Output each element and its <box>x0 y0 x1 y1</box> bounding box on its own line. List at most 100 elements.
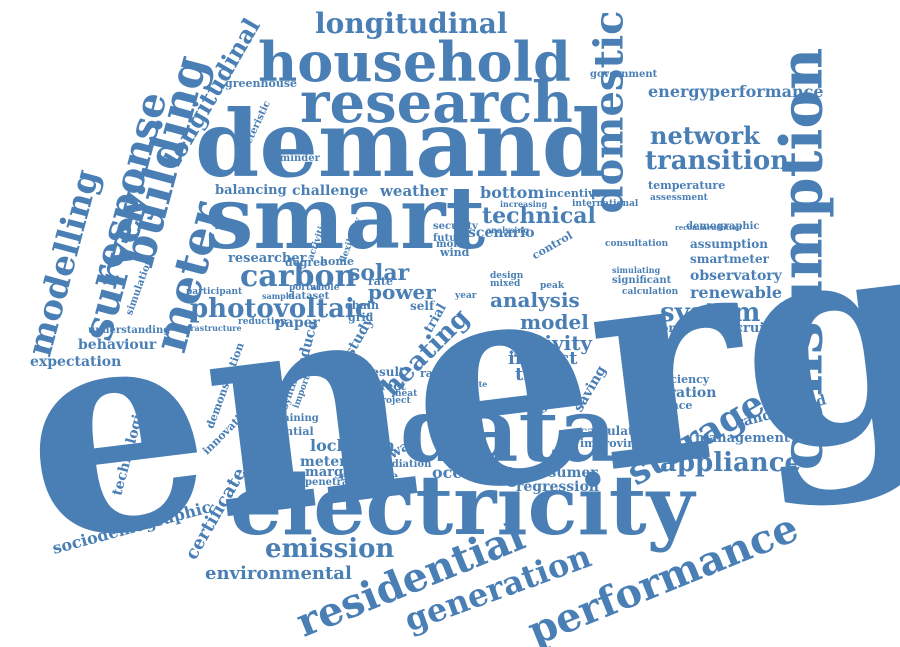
word-research: research <box>300 70 573 136</box>
word-home: home <box>320 255 354 268</box>
word-kingdom: kingdom <box>622 321 682 335</box>
word-self: self <box>410 299 435 313</box>
word-incentive: incentive <box>545 187 602 200</box>
word-project: project <box>375 396 411 406</box>
word-paper: paper <box>275 315 320 331</box>
word-increasing: increasing <box>500 199 548 209</box>
word-smart: smart <box>205 168 486 269</box>
word-infrastructure: infrastructure <box>178 323 242 333</box>
word-effect: effect <box>368 379 406 393</box>
word-chain: chain <box>345 299 379 312</box>
word-understanding: understanding <box>88 325 171 336</box>
word-impact: time <box>515 364 561 385</box>
word-international: international <box>572 199 639 209</box>
word-rate: rate <box>368 275 394 288</box>
word-design: design <box>490 271 524 281</box>
word-portal: portal <box>289 283 320 293</box>
word-domestic: domestic <box>585 10 633 214</box>
word-weather: weather <box>380 182 448 200</box>
word-demographic: demographic <box>686 221 760 232</box>
word-analysing: analysing <box>486 225 529 235</box>
word-participant: participant <box>186 287 243 297</box>
word-heat: heat <box>395 389 418 399</box>
word-potential: potential <box>258 425 314 438</box>
word-system: photovoltaic <box>190 294 371 324</box>
word-environmental: environmental <box>205 563 352 584</box>
word-year: year <box>455 291 477 301</box>
word-observatory: observatory <box>690 268 782 284</box>
word-technical: transition <box>645 146 790 176</box>
word-recommendation: recommendation <box>675 223 742 232</box>
word-renewable: renewable <box>690 283 783 302</box>
word-consultation: consultation <box>605 239 669 249</box>
word-lockdown: lockdown <box>310 436 395 455</box>
word-degree: degree <box>285 256 328 269</box>
word-marginal: marginal <box>305 465 371 480</box>
word-occupant: occupant <box>432 463 515 482</box>
word-security: security <box>433 221 478 232</box>
word-result: result <box>365 365 405 379</box>
word-smartmeter: smartmeter <box>690 252 769 266</box>
word-rating: rating <box>420 367 458 380</box>
word-balancing: balancing <box>215 183 287 198</box>
word-penetration: penetration <box>305 477 371 488</box>
word-network: system <box>660 298 761 328</box>
word-regression: regression <box>516 479 599 495</box>
word-integration: integration <box>628 385 717 401</box>
word-reminder: reminder <box>268 153 320 164</box>
word-prosumer: prosumer <box>522 465 598 481</box>
word-greater: greater <box>432 385 474 396</box>
word-climate: climate <box>454 379 488 389</box>
word-management: management <box>695 431 790 446</box>
word-assessment: assessment <box>650 193 708 203</box>
word-improving: improving <box>580 437 643 450</box>
word-behaviour: behaviour <box>78 337 157 353</box>
word-data: data <box>400 378 617 482</box>
word-grid: grid <box>348 311 374 324</box>
word-scenario: bottom <box>480 183 545 202</box>
word-government: government <box>590 69 658 80</box>
word-electricity: electricity <box>230 458 695 554</box>
word-peak: peak <box>540 281 565 291</box>
word-time: power <box>368 280 436 304</box>
word-heating: activity <box>510 331 593 355</box>
word-calculator: calculator <box>580 424 648 438</box>
word-metering: metering <box>300 454 372 470</box>
word-reduction: reduction <box>238 317 287 327</box>
word-household: household <box>258 30 571 94</box>
word-explaining: explaining <box>260 413 319 424</box>
word-significant: significant <box>612 275 672 286</box>
word-expectation: expectation <box>30 354 122 370</box>
word-calculation: calculation <box>622 287 679 297</box>
word-temperature: temperature <box>648 179 726 192</box>
word-more: more <box>436 239 465 250</box>
word-whole: whole <box>310 283 340 293</box>
word-thermal: scenario <box>468 225 535 241</box>
word-emission: emission <box>265 534 395 564</box>
word-carbon: carbon <box>240 259 357 294</box>
word-recruitment: recruitment <box>720 321 808 336</box>
word-longitudinal: longitudinal <box>315 7 508 40</box>
word-future: future <box>433 233 469 244</box>
word-power: solar <box>348 260 410 286</box>
word-energyperformance: energyperformance <box>648 82 824 101</box>
word-simulating: simulating <box>612 265 661 275</box>
word-radiation: radiation <box>380 459 432 470</box>
word-efficiency: efficiency <box>650 373 710 386</box>
word-demand: demand <box>195 90 607 198</box>
word-tariff: tariff <box>510 349 533 359</box>
word-bottom: impact <box>508 348 578 369</box>
word-wind: wind <box>440 246 470 259</box>
word-attitude: attitude <box>470 403 520 416</box>
word-difference: difference <box>630 399 693 412</box>
word-activity: model <box>520 310 589 334</box>
word-greenhouse: greenhouse <box>225 77 298 90</box>
word-researcher: researcher <box>228 251 307 266</box>
word-challenge: challenge <box>292 183 369 199</box>
word-assumption: assumption <box>690 237 768 251</box>
word-transition: network <box>650 121 760 150</box>
word-analysis: technical <box>482 203 596 229</box>
word-estimate: estimate <box>340 469 399 483</box>
word-appliance: appliance <box>660 448 802 478</box>
